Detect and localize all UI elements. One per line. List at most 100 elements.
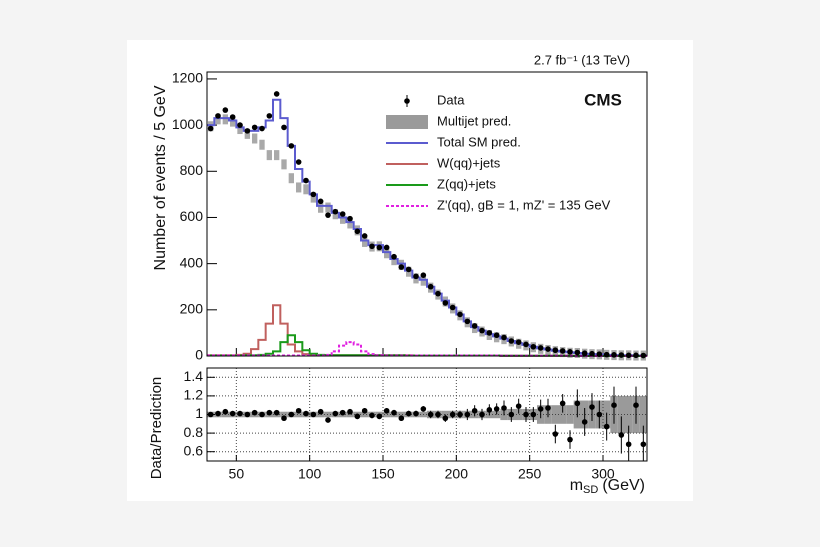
ratio-frame (206, 367, 648, 462)
ratio-point (435, 411, 441, 418)
data-point (332, 208, 339, 215)
multijet-band (310, 192, 316, 203)
data-point (405, 266, 412, 273)
data-point (589, 350, 595, 357)
data-point (398, 264, 405, 270)
data-point (325, 212, 331, 218)
x-label-main: m (570, 477, 583, 494)
ratio-point (559, 400, 566, 407)
multijet-band (384, 248, 390, 259)
ratio-uncertainty (280, 411, 288, 418)
data-point (317, 198, 324, 205)
ratio-point (413, 410, 419, 417)
data-point (295, 159, 302, 165)
ratio-point (603, 423, 610, 430)
multijet-band (259, 139, 265, 150)
multijet-band (274, 150, 280, 161)
legend-label: Data (437, 92, 465, 107)
ratio-y-tick-label: 1.2 (184, 387, 204, 403)
ratio-point (251, 409, 258, 416)
data-point (486, 330, 493, 336)
ratio-point (383, 407, 390, 414)
cms-label: CMS (584, 90, 622, 109)
ratio-point (471, 407, 478, 414)
ratio-point (317, 408, 324, 415)
multijet-band (222, 114, 228, 125)
data-point (354, 228, 361, 235)
ratio-y-tick-label: 1 (195, 405, 203, 421)
data-point (215, 113, 221, 119)
ratio-point (508, 411, 515, 418)
ratio-point (391, 409, 397, 416)
ratio-point (574, 400, 581, 407)
lumi: 2.7 fb⁻¹ (13 TeV) (534, 52, 630, 67)
ratio-point (427, 411, 434, 418)
ratio-point (244, 411, 251, 418)
y-tick-label: 800 (180, 162, 204, 178)
ratio-point (310, 411, 317, 418)
data-point (442, 300, 449, 306)
ratio-point (405, 410, 412, 417)
ratio-y-tick-label: 0.8 (184, 424, 204, 440)
ratio-point (537, 406, 544, 412)
data-point (222, 107, 229, 113)
ratio-point (479, 411, 485, 418)
multijet-band (303, 184, 309, 195)
y-tick-label: 200 (180, 301, 204, 317)
y-axis-label: Number of events / 5 GeV (152, 85, 169, 270)
legend-marker (386, 115, 428, 129)
ratio-point (581, 419, 588, 425)
data-point (310, 191, 317, 198)
ratio-point (295, 407, 302, 414)
data-point (501, 334, 507, 341)
multijet-band (281, 159, 287, 170)
data-point (530, 343, 537, 350)
data-point (229, 114, 236, 120)
ratio-point (596, 411, 603, 418)
data-point (464, 318, 471, 325)
data-point (633, 352, 639, 359)
x-label-unit: (GeV) (602, 477, 645, 494)
data-point (369, 243, 375, 250)
ratio-point (281, 415, 287, 422)
multijet-band (362, 236, 368, 247)
ratio-point (633, 402, 639, 409)
ratio-point (288, 411, 295, 418)
data-point (273, 91, 280, 97)
ratio-uncertainty (295, 411, 303, 418)
x-tick-label: 100 (298, 466, 322, 482)
ratio-point (207, 411, 214, 418)
ratio-point (354, 413, 361, 420)
ratio-point (325, 417, 331, 423)
multijet-band (288, 173, 294, 184)
ratio-point (515, 403, 522, 409)
ratio-point (493, 406, 500, 412)
data-point (515, 339, 522, 345)
data-point (361, 233, 368, 239)
ratio-point (376, 413, 383, 420)
data-point (435, 290, 441, 297)
ratio-point (545, 405, 551, 411)
data-point (420, 272, 427, 278)
ratio-point (339, 409, 346, 416)
data-point (339, 211, 346, 217)
ratio-point (369, 412, 375, 419)
ratio-y-tick-label: 0.6 (184, 442, 204, 458)
legend-label: W(qq)+jets (437, 155, 501, 170)
ratio-uncertainty (559, 405, 567, 424)
data-point (413, 273, 419, 280)
ratio-point (457, 411, 463, 418)
ratio-point (259, 411, 265, 418)
data-point (611, 352, 617, 358)
data-point (383, 244, 390, 251)
multijet-band (325, 202, 331, 213)
data-point (523, 341, 529, 348)
ratio-point (273, 409, 280, 416)
ratio-point (449, 411, 456, 418)
data-point (574, 349, 581, 356)
ratio-point (567, 436, 573, 443)
x-tick-label: 250 (518, 466, 542, 482)
x-tick-label: 50 (229, 466, 245, 482)
multijet-band (347, 218, 353, 229)
